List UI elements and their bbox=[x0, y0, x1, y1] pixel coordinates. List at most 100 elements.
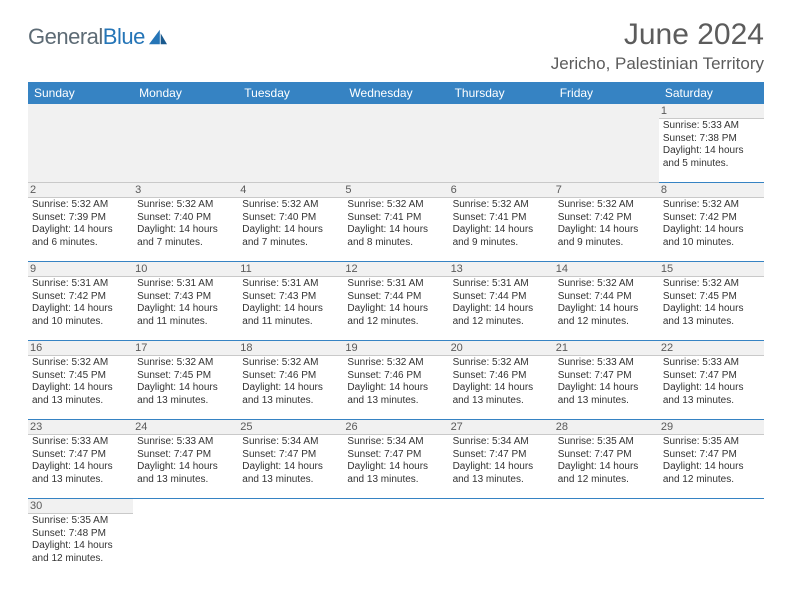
calendar-cell: 20Sunrise: 5:32 AMSunset: 7:46 PMDayligh… bbox=[449, 341, 554, 420]
daylight-text: Daylight: 14 hours bbox=[32, 540, 129, 553]
sunrise-text: Sunrise: 5:33 AM bbox=[32, 436, 129, 449]
sunrise-text: Sunrise: 5:32 AM bbox=[242, 357, 339, 370]
calendar-cell: 13Sunrise: 5:31 AMSunset: 7:44 PMDayligh… bbox=[449, 262, 554, 341]
logo-text-2: Blue bbox=[103, 24, 145, 49]
calendar-cell: 7Sunrise: 5:32 AMSunset: 7:42 PMDaylight… bbox=[554, 183, 659, 262]
calendar-cell: 18Sunrise: 5:32 AMSunset: 7:46 PMDayligh… bbox=[238, 341, 343, 420]
sunset-text: Sunset: 7:47 PM bbox=[663, 449, 760, 462]
sunset-text: Sunset: 7:40 PM bbox=[242, 212, 339, 225]
daylight-text: Daylight: 14 hours bbox=[663, 303, 760, 316]
header-row: Sunday Monday Tuesday Wednesday Thursday… bbox=[28, 82, 764, 104]
daylight-text: and 13 minutes. bbox=[663, 395, 760, 408]
daylight-text: and 13 minutes. bbox=[347, 474, 444, 487]
day-number: 6 bbox=[449, 183, 554, 198]
day-number: 29 bbox=[659, 420, 764, 435]
col-monday: Monday bbox=[133, 82, 238, 104]
day-number: 21 bbox=[554, 341, 659, 356]
calendar-cell: 27Sunrise: 5:34 AMSunset: 7:47 PMDayligh… bbox=[449, 420, 554, 499]
calendar-row: 23Sunrise: 5:33 AMSunset: 7:47 PMDayligh… bbox=[28, 420, 764, 499]
sunset-text: Sunset: 7:45 PM bbox=[663, 291, 760, 304]
calendar-cell bbox=[554, 499, 659, 578]
calendar-cell: 16Sunrise: 5:32 AMSunset: 7:45 PMDayligh… bbox=[28, 341, 133, 420]
day-number: 17 bbox=[133, 341, 238, 356]
sunset-text: Sunset: 7:42 PM bbox=[663, 212, 760, 225]
sunrise-text: Sunrise: 5:31 AM bbox=[137, 278, 234, 291]
daylight-text: and 8 minutes. bbox=[347, 237, 444, 250]
day-number: 15 bbox=[659, 262, 764, 277]
sunrise-text: Sunrise: 5:33 AM bbox=[663, 357, 760, 370]
sunrise-text: Sunrise: 5:34 AM bbox=[347, 436, 444, 449]
col-saturday: Saturday bbox=[659, 82, 764, 104]
sunset-text: Sunset: 7:46 PM bbox=[347, 370, 444, 383]
day-number: 2 bbox=[28, 183, 133, 198]
calendar-cell: 2Sunrise: 5:32 AMSunset: 7:39 PMDaylight… bbox=[28, 183, 133, 262]
sunset-text: Sunset: 7:41 PM bbox=[347, 212, 444, 225]
sunrise-text: Sunrise: 5:33 AM bbox=[558, 357, 655, 370]
calendar-cell: 12Sunrise: 5:31 AMSunset: 7:44 PMDayligh… bbox=[343, 262, 448, 341]
sunrise-text: Sunrise: 5:32 AM bbox=[663, 199, 760, 212]
daylight-text: and 13 minutes. bbox=[453, 395, 550, 408]
sunrise-text: Sunrise: 5:32 AM bbox=[32, 357, 129, 370]
sunrise-text: Sunrise: 5:32 AM bbox=[347, 357, 444, 370]
calendar-cell bbox=[238, 104, 343, 183]
sunset-text: Sunset: 7:42 PM bbox=[32, 291, 129, 304]
daylight-text: Daylight: 14 hours bbox=[558, 224, 655, 237]
daylight-text: and 13 minutes. bbox=[453, 474, 550, 487]
daylight-text: Daylight: 14 hours bbox=[453, 382, 550, 395]
day-number: 14 bbox=[554, 262, 659, 277]
day-number: 25 bbox=[238, 420, 343, 435]
calendar-cell: 29Sunrise: 5:35 AMSunset: 7:47 PMDayligh… bbox=[659, 420, 764, 499]
day-number: 9 bbox=[28, 262, 133, 277]
day-number: 7 bbox=[554, 183, 659, 198]
calendar-row: 1Sunrise: 5:33 AMSunset: 7:38 PMDaylight… bbox=[28, 104, 764, 183]
logo-text: GeneralBlue bbox=[28, 24, 145, 50]
day-number: 27 bbox=[449, 420, 554, 435]
calendar-cell bbox=[343, 104, 448, 183]
daylight-text: Daylight: 14 hours bbox=[137, 303, 234, 316]
daylight-text: and 13 minutes. bbox=[347, 395, 444, 408]
sunset-text: Sunset: 7:45 PM bbox=[32, 370, 129, 383]
sunrise-text: Sunrise: 5:32 AM bbox=[32, 199, 129, 212]
calendar-cell: 19Sunrise: 5:32 AMSunset: 7:46 PMDayligh… bbox=[343, 341, 448, 420]
sunset-text: Sunset: 7:47 PM bbox=[347, 449, 444, 462]
calendar-cell bbox=[28, 104, 133, 183]
daylight-text: Daylight: 14 hours bbox=[32, 303, 129, 316]
sunrise-text: Sunrise: 5:34 AM bbox=[242, 436, 339, 449]
calendar-cell: 4Sunrise: 5:32 AMSunset: 7:40 PMDaylight… bbox=[238, 183, 343, 262]
daylight-text: and 13 minutes. bbox=[32, 474, 129, 487]
daylight-text: Daylight: 14 hours bbox=[453, 303, 550, 316]
calendar-cell: 24Sunrise: 5:33 AMSunset: 7:47 PMDayligh… bbox=[133, 420, 238, 499]
sunset-text: Sunset: 7:44 PM bbox=[453, 291, 550, 304]
daylight-text: and 11 minutes. bbox=[137, 316, 234, 329]
daylight-text: and 12 minutes. bbox=[558, 316, 655, 329]
daylight-text: and 10 minutes. bbox=[32, 316, 129, 329]
logo-text-1: General bbox=[28, 24, 103, 49]
daylight-text: Daylight: 14 hours bbox=[32, 461, 129, 474]
daylight-text: Daylight: 14 hours bbox=[558, 303, 655, 316]
calendar-table: Sunday Monday Tuesday Wednesday Thursday… bbox=[28, 82, 764, 577]
day-number: 22 bbox=[659, 341, 764, 356]
day-number: 13 bbox=[449, 262, 554, 277]
calendar-cell: 28Sunrise: 5:35 AMSunset: 7:47 PMDayligh… bbox=[554, 420, 659, 499]
day-number: 12 bbox=[343, 262, 448, 277]
daylight-text: Daylight: 14 hours bbox=[558, 461, 655, 474]
sunrise-text: Sunrise: 5:33 AM bbox=[137, 436, 234, 449]
sunset-text: Sunset: 7:46 PM bbox=[242, 370, 339, 383]
day-number: 24 bbox=[133, 420, 238, 435]
daylight-text: Daylight: 14 hours bbox=[347, 461, 444, 474]
daylight-text: and 13 minutes. bbox=[663, 316, 760, 329]
calendar-cell: 9Sunrise: 5:31 AMSunset: 7:42 PMDaylight… bbox=[28, 262, 133, 341]
daylight-text: and 6 minutes. bbox=[32, 237, 129, 250]
sunset-text: Sunset: 7:47 PM bbox=[558, 449, 655, 462]
day-number: 10 bbox=[133, 262, 238, 277]
day-number: 5 bbox=[343, 183, 448, 198]
daylight-text: and 5 minutes. bbox=[663, 158, 760, 171]
sunrise-text: Sunrise: 5:32 AM bbox=[663, 278, 760, 291]
logo: GeneralBlue bbox=[28, 18, 169, 50]
sunrise-text: Sunrise: 5:32 AM bbox=[558, 199, 655, 212]
day-number: 18 bbox=[238, 341, 343, 356]
day-number: 4 bbox=[238, 183, 343, 198]
daylight-text: and 13 minutes. bbox=[32, 395, 129, 408]
calendar-cell: 8Sunrise: 5:32 AMSunset: 7:42 PMDaylight… bbox=[659, 183, 764, 262]
sunrise-text: Sunrise: 5:35 AM bbox=[663, 436, 760, 449]
